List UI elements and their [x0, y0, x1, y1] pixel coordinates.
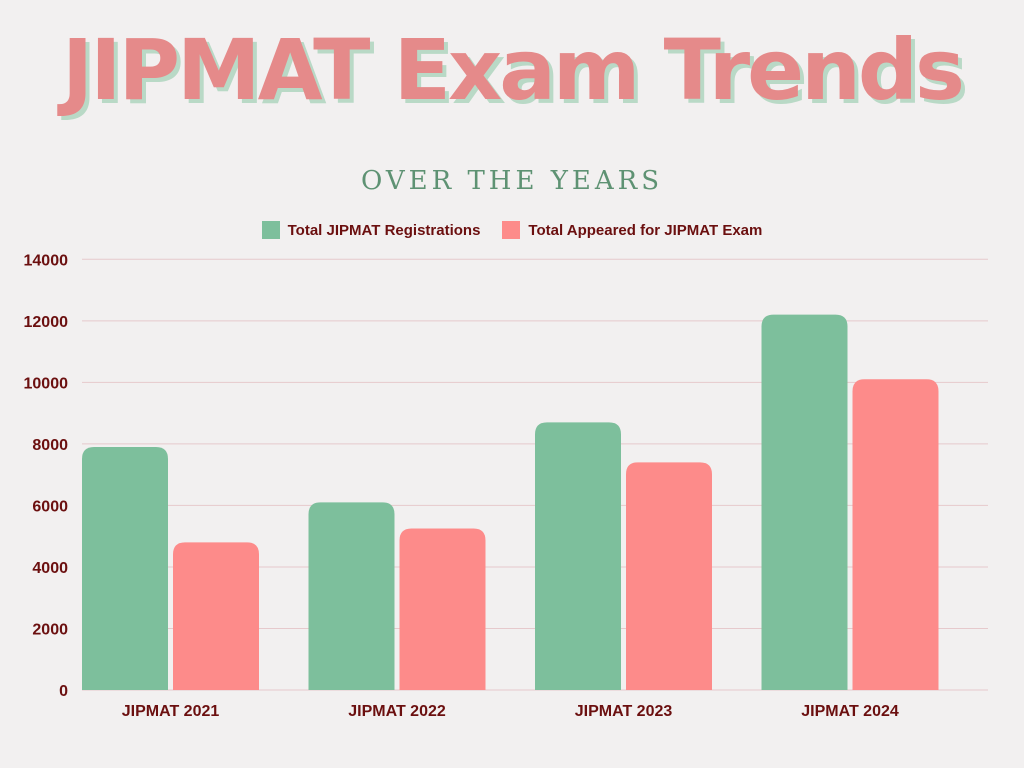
x-tick-label: JIPMAT 2021	[122, 703, 220, 720]
y-tick-label: 4000	[32, 560, 68, 577]
x-tick-label: JIPMAT 2022	[348, 703, 446, 720]
y-tick-label: 8000	[32, 437, 68, 454]
legend-label-appeared: Total Appeared for JIPMAT Exam	[528, 221, 763, 239]
bar-appeared	[399, 528, 486, 690]
y-tick-label: 6000	[32, 498, 68, 515]
chart-subtitle: OVER THE YEARS	[360, 166, 664, 196]
legend-swatch-registrations	[261, 221, 280, 239]
bar-registrations	[535, 422, 621, 690]
bar-registrations	[82, 446, 168, 690]
chart-title: JIPMAT Exam Trends	[61, 21, 965, 119]
legend-label-registrations: Total JIPMAT Registrations	[287, 221, 481, 239]
y-tick-label: 10000	[24, 375, 69, 392]
legend-swatch-appeared	[502, 221, 521, 239]
bar-appeared	[852, 379, 939, 690]
legend-item-appeared: Total Appeared for JIPMAT Exam	[502, 221, 762, 239]
y-tick-label: 12000	[24, 314, 69, 331]
bar-appeared	[626, 462, 712, 690]
x-tick-label: JIPMAT 2023	[575, 703, 673, 720]
bar-registrations	[761, 314, 848, 690]
legend-item-registrations: Total JIPMAT Registrations	[261, 221, 481, 239]
bar-registrations	[308, 502, 395, 690]
bar-appeared	[173, 542, 259, 690]
x-tick-label: JIPMAT 2024	[801, 703, 899, 720]
legend: Total JIPMAT Registrations Total Appeare…	[0, 221, 1024, 239]
y-tick-label: 0	[59, 683, 68, 700]
y-tick-label: 2000	[32, 621, 68, 638]
y-tick-label: 14000	[24, 252, 69, 269]
